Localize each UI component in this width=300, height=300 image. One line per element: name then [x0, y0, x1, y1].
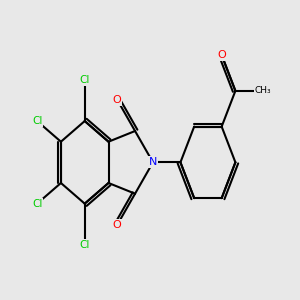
- Text: Cl: Cl: [32, 116, 42, 126]
- Text: N: N: [149, 157, 157, 167]
- Text: Cl: Cl: [32, 199, 42, 208]
- Text: O: O: [113, 220, 122, 230]
- Text: O: O: [217, 50, 226, 60]
- Text: CH₃: CH₃: [255, 86, 271, 95]
- Text: Cl: Cl: [80, 240, 90, 250]
- Text: O: O: [113, 95, 122, 105]
- Text: Cl: Cl: [80, 75, 90, 85]
